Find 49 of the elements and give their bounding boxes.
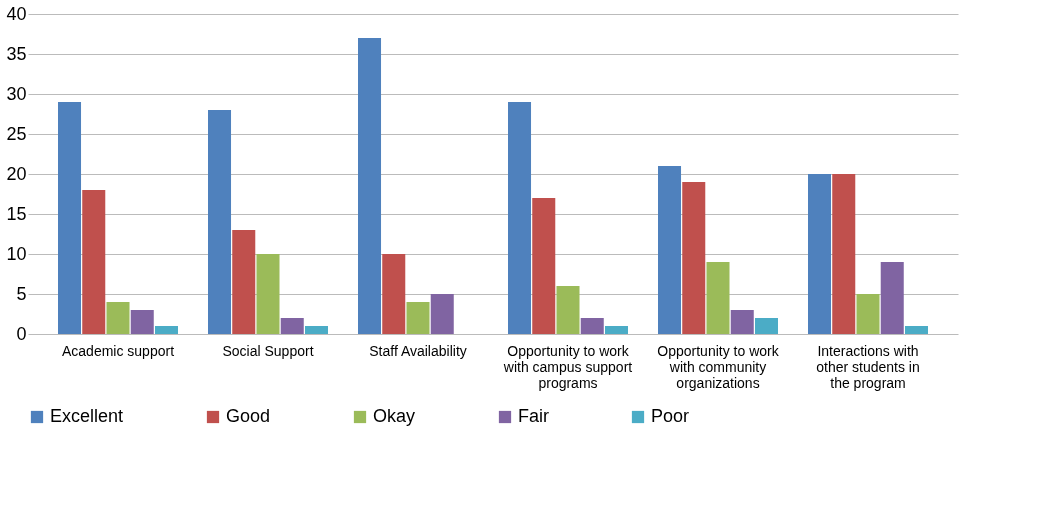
bar xyxy=(604,326,628,334)
bar xyxy=(532,198,556,334)
x-tick-label: Interactions with other students in the program xyxy=(816,342,920,391)
bar xyxy=(904,326,928,334)
y-tick-label: 35 xyxy=(6,43,27,64)
x-tick-label: Academic support xyxy=(61,342,175,359)
legend-label: Excellent xyxy=(50,406,124,426)
bar xyxy=(682,182,706,334)
legend-label: Poor xyxy=(651,406,690,426)
bar xyxy=(358,38,382,334)
bar xyxy=(82,190,106,334)
bar xyxy=(430,294,454,334)
bar xyxy=(706,262,730,334)
legend-label: Good xyxy=(226,406,271,426)
y-tick-label: 20 xyxy=(6,163,27,184)
bar xyxy=(154,326,178,334)
y-tick-label: 40 xyxy=(6,3,27,24)
bar xyxy=(232,230,256,334)
bar xyxy=(208,110,232,334)
y-tick-label: 5 xyxy=(16,283,27,304)
bar xyxy=(580,318,604,334)
x-tick-label: Staff Availability xyxy=(369,342,467,359)
bar xyxy=(658,166,682,334)
x-tick-label: Opportunity to work with community organizations xyxy=(657,342,780,391)
bar xyxy=(304,326,328,334)
bar xyxy=(832,174,856,334)
bar xyxy=(856,294,880,334)
y-tick-label: 15 xyxy=(6,203,27,224)
y-tick-label: 10 xyxy=(6,243,27,264)
x-tick-label: Social Support xyxy=(222,342,314,359)
y-tick-label: 30 xyxy=(6,83,27,104)
bar xyxy=(808,174,832,334)
bar xyxy=(58,102,82,334)
legend-label: Okay xyxy=(373,406,416,426)
bar xyxy=(280,318,304,334)
bar xyxy=(382,254,406,334)
y-tick-label: 25 xyxy=(6,123,27,144)
bar xyxy=(406,302,430,334)
bar xyxy=(130,310,154,334)
bar xyxy=(256,254,280,334)
x-tick-label: Opportunity to work with campus support programs xyxy=(502,342,633,391)
bar xyxy=(730,310,754,334)
bar xyxy=(508,102,532,334)
legend-label: Fair xyxy=(518,406,549,426)
bar xyxy=(556,286,580,334)
bar xyxy=(880,262,904,334)
bar xyxy=(754,318,778,334)
y-tick-label: 0 xyxy=(16,323,27,344)
bar xyxy=(106,302,130,334)
